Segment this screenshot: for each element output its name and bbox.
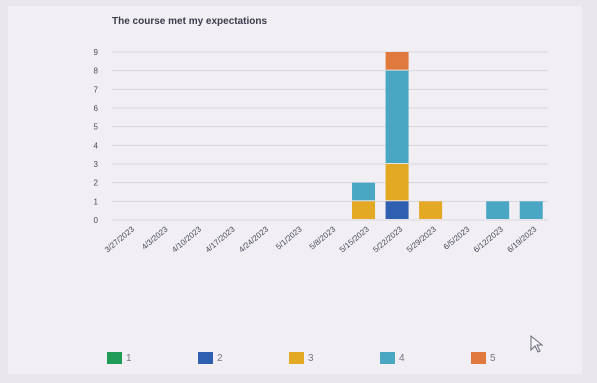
legend-swatch [380, 352, 395, 364]
legend-label: 4 [399, 353, 405, 364]
y-tick-label: 1 [94, 197, 99, 206]
y-tick-label: 8 [94, 67, 99, 76]
chart-title: The course met my expectations [112, 16, 267, 27]
legend-label: 5 [490, 353, 496, 364]
bar-segment [385, 52, 409, 70]
y-tick-label: 0 [94, 216, 99, 225]
y-axis: 0 1 2 3 4 5 6 7 8 9 [94, 48, 99, 225]
gridlines [112, 51, 548, 221]
bar-segment [352, 182, 376, 201]
y-tick-label: 9 [94, 48, 99, 57]
bars [352, 52, 543, 219]
bar-segment [385, 201, 409, 219]
y-tick-label: 4 [94, 141, 99, 150]
legend-swatch [289, 352, 304, 364]
legend-label: 1 [126, 353, 132, 364]
legend: 1 2 3 4 5 [107, 352, 496, 364]
legend-swatch [198, 352, 213, 364]
bar-segment [486, 201, 510, 219]
chart-background [8, 6, 582, 374]
bar-segment [385, 164, 409, 201]
legend-swatch [471, 352, 486, 364]
y-tick-label: 3 [94, 160, 99, 169]
y-tick-label: 6 [94, 104, 99, 113]
y-tick-label: 2 [94, 179, 99, 188]
y-tick-label: 5 [94, 123, 99, 132]
legend-label: 3 [308, 353, 314, 364]
bar-segment [352, 201, 376, 219]
bar-segment [519, 201, 543, 219]
legend-swatch [107, 352, 122, 364]
mouse-pointer-icon [530, 334, 544, 353]
bar-segment [385, 70, 409, 163]
legend-label: 2 [217, 353, 223, 364]
y-tick-label: 7 [94, 85, 99, 94]
bar-segment [419, 201, 443, 219]
